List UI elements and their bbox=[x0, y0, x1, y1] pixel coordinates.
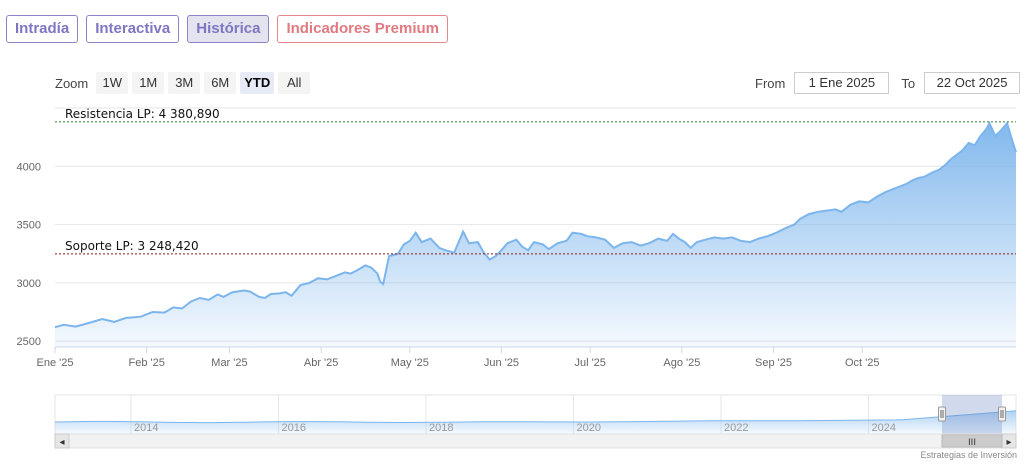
zoom-selector: Zoom 1W 1M 3M 6M YTD All bbox=[55, 72, 311, 94]
y-tick-label: 3000 bbox=[17, 278, 41, 290]
x-tick-label: Jul '25 bbox=[574, 357, 605, 369]
x-tick-label: Sep '25 bbox=[755, 357, 792, 369]
zoom-1w-button[interactable]: 1W bbox=[96, 72, 129, 94]
zoom-ytd-button[interactable]: YTD bbox=[240, 72, 275, 94]
scrollbar-thumb[interactable] bbox=[941, 434, 1003, 448]
range-from-input[interactable]: 1 Ene 2025 bbox=[794, 72, 890, 94]
navigator-selection bbox=[942, 395, 1002, 434]
y-tick-label: 2500 bbox=[17, 336, 41, 348]
zoom-label: Zoom bbox=[55, 75, 89, 91]
scrollbar-left-button[interactable] bbox=[54, 433, 70, 449]
navigator[interactable]: 2014 2016 2018 2020 2022 2024 ◂ ▸ III bbox=[54, 394, 1017, 449]
zoom-all-button[interactable]: All bbox=[278, 72, 311, 94]
navigator-left-handle[interactable] bbox=[938, 406, 946, 422]
y-tick-label: 3500 bbox=[17, 220, 41, 232]
scrollbar-track bbox=[54, 433, 1017, 449]
chevron-right-icon: ▸ bbox=[1006, 437, 1011, 448]
support-label: Soporte LP: 3 248,420 bbox=[65, 239, 199, 253]
reference-lines: Resistencia LP: 4 380,890 Soporte LP: 3 2… bbox=[55, 107, 1016, 255]
x-tick-label: Ene '25 bbox=[37, 357, 74, 369]
chevron-left-icon: ◂ bbox=[59, 437, 64, 448]
x-tick-label: Mar '25 bbox=[211, 357, 247, 369]
range-from-label: From bbox=[755, 75, 786, 91]
range-to-label: To bbox=[901, 75, 916, 91]
tab-intradia[interactable]: Intradía bbox=[6, 15, 79, 43]
range-to-input[interactable]: 22 Oct 2025 bbox=[924, 72, 1021, 94]
navigator-area bbox=[55, 410, 1016, 434]
tab-historica[interactable]: Histórica bbox=[187, 15, 270, 43]
navigator-year-label: 2014 bbox=[134, 422, 158, 434]
zoom-3m-button[interactable]: 3M bbox=[168, 72, 201, 94]
view-tabs: Intradía Interactiva Histórica Indicador… bbox=[6, 15, 448, 43]
x-tick-label: Oct '25 bbox=[845, 357, 880, 369]
navigator-year-label: 2022 bbox=[724, 422, 748, 434]
credit-text: Estrategias de Inversión bbox=[920, 450, 1017, 460]
tab-indicadores-premium[interactable]: Indicadores Premium bbox=[277, 15, 448, 43]
navigator-year-label: 2024 bbox=[872, 422, 896, 434]
series-line bbox=[54, 120, 1017, 329]
scrollbar-grip: III bbox=[968, 438, 976, 448]
x-tick-label: May '25 bbox=[391, 357, 429, 369]
x-tick-label: Abr '25 bbox=[304, 357, 339, 369]
x-tick-label: Jun '25 bbox=[484, 357, 519, 369]
series-area bbox=[55, 123, 1016, 347]
tab-interactiva[interactable]: Interactiva bbox=[86, 15, 180, 43]
navigator-year-label: 2020 bbox=[577, 422, 601, 434]
y-axis: 2500 3000 3500 4000 bbox=[17, 161, 41, 348]
navigator-year-label: 2016 bbox=[282, 422, 306, 434]
navigator-year-label: 2018 bbox=[429, 422, 453, 434]
zoom-6m-button[interactable]: 6M bbox=[204, 72, 237, 94]
plot-area bbox=[54, 120, 1017, 347]
x-axis: Ene '25 Feb '25 Mar '25 Abr '25 May '25 Jun '… bbox=[37, 346, 1016, 369]
resistance-label: Resistencia LP: 4 380,890 bbox=[65, 107, 220, 121]
navigator-right-handle[interactable] bbox=[998, 406, 1006, 422]
x-tick-label: Feb '25 bbox=[128, 357, 164, 369]
y-tick-label: 4000 bbox=[17, 161, 41, 173]
zoom-1m-button[interactable]: 1M bbox=[132, 72, 165, 94]
navigator-line bbox=[54, 410, 1017, 424]
x-tick-label: Ago '25 bbox=[663, 357, 700, 369]
range-from: From 1 Ene 2025 To 22 Oct 2025 bbox=[755, 72, 1021, 94]
